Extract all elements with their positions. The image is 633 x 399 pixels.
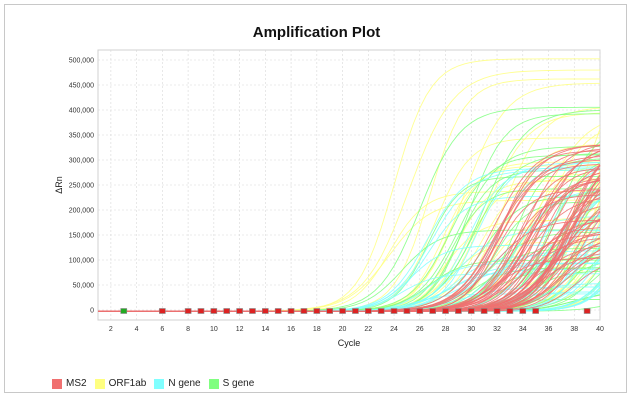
threshold-marker — [339, 308, 346, 314]
threshold-marker — [249, 308, 256, 314]
threshold-marker — [274, 308, 282, 314]
threshold-marker — [416, 308, 424, 314]
threshold-marker — [455, 308, 462, 314]
x-tick-label: 14 — [261, 326, 269, 333]
threshold-marker — [467, 308, 475, 314]
y-tick-label: 350,000 — [69, 133, 94, 140]
legend-item-ms2: MS2 — [52, 378, 87, 389]
x-tick-label: 24 — [390, 326, 398, 333]
baseline-markers — [120, 308, 591, 314]
x-tick-label: 34 — [519, 326, 527, 333]
y-tick-label: 450,000 — [69, 83, 94, 90]
legend-label: S gene — [222, 378, 255, 389]
y-tick-label: 50,000 — [73, 283, 95, 290]
y-tick-label: 400,000 — [69, 108, 94, 115]
threshold-marker — [480, 308, 488, 314]
threshold-marker — [197, 308, 205, 314]
threshold-marker — [223, 308, 231, 314]
threshold-marker — [262, 308, 269, 314]
legend-swatch — [208, 378, 219, 389]
threshold-marker — [583, 308, 591, 314]
threshold-marker — [390, 308, 398, 314]
legend-item-s-gene: S gene — [208, 378, 255, 389]
legend-swatch — [154, 378, 165, 389]
y-tick-label: 250,000 — [69, 183, 94, 190]
axes: 0 50,000 100,000 150,000 200,000 250,000 300,0… — [69, 58, 604, 334]
x-tick-label: 36 — [545, 326, 553, 333]
x-tick-label: 4 — [135, 326, 139, 333]
threshold-marker — [159, 308, 166, 314]
y-tick-label: 150,000 — [69, 233, 94, 240]
legend: MS2 ORF1ab N gene S gene — [52, 378, 254, 389]
legend-label: MS2 — [66, 378, 87, 389]
legend-swatch — [52, 378, 62, 389]
threshold-marker — [429, 308, 436, 314]
legend-item-n-gene: N gene — [154, 378, 201, 389]
threshold-marker — [313, 308, 321, 314]
chart-title: Amplification Plot — [252, 24, 381, 41]
x-axis-title: Cycle — [338, 338, 361, 348]
x-tick-label: 12 — [236, 326, 244, 333]
x-tick-label: 16 — [287, 326, 295, 333]
y-tick-label: 200,000 — [69, 208, 94, 215]
x-tick-label: 30 — [467, 326, 475, 333]
curves — [98, 58, 601, 312]
x-tick-label: 40 — [596, 326, 604, 333]
threshold-marker — [210, 308, 218, 314]
y-tick-label: 100,000 — [69, 258, 94, 265]
x-tick-label: 2 — [109, 326, 113, 333]
threshold-marker — [120, 308, 128, 314]
threshold-marker — [326, 308, 333, 314]
x-tick-label: 18 — [313, 326, 321, 333]
x-tick-label: 10 — [210, 326, 218, 333]
x-tick-label: 20 — [339, 326, 347, 333]
threshold-marker — [493, 308, 501, 314]
x-tick-label: 38 — [570, 326, 578, 333]
y-tick-label: 300,000 — [69, 158, 94, 165]
threshold-marker — [184, 308, 192, 314]
x-tick-label: 28 — [442, 326, 450, 333]
threshold-marker — [442, 308, 449, 314]
x-tick-label: 6 — [160, 326, 164, 333]
x-tick-label: 8 — [186, 326, 190, 333]
y-tick-label: 0 — [90, 308, 94, 315]
threshold-marker — [532, 308, 539, 314]
x-tick-label: 26 — [416, 326, 424, 333]
legend-label: N gene — [168, 378, 201, 389]
threshold-marker — [365, 308, 372, 314]
threshold-marker — [300, 308, 308, 314]
legend-swatch — [94, 378, 105, 389]
y-axis-title: ΔRn — [54, 176, 64, 194]
series-curve-ms2 — [98, 165, 601, 312]
legend-item-orf1ab: ORF1ab — [94, 378, 147, 389]
threshold-marker — [236, 308, 243, 314]
threshold-marker — [377, 308, 385, 314]
y-tick-label: 500,000 — [69, 58, 94, 65]
x-tick-label: 32 — [493, 326, 501, 333]
threshold-marker — [352, 308, 359, 314]
threshold-marker — [506, 308, 514, 314]
threshold-marker — [287, 308, 295, 314]
threshold-marker — [403, 308, 411, 314]
legend-label: ORF1ab — [108, 378, 147, 389]
x-tick-label: 22 — [364, 326, 372, 333]
threshold-marker — [519, 308, 527, 314]
